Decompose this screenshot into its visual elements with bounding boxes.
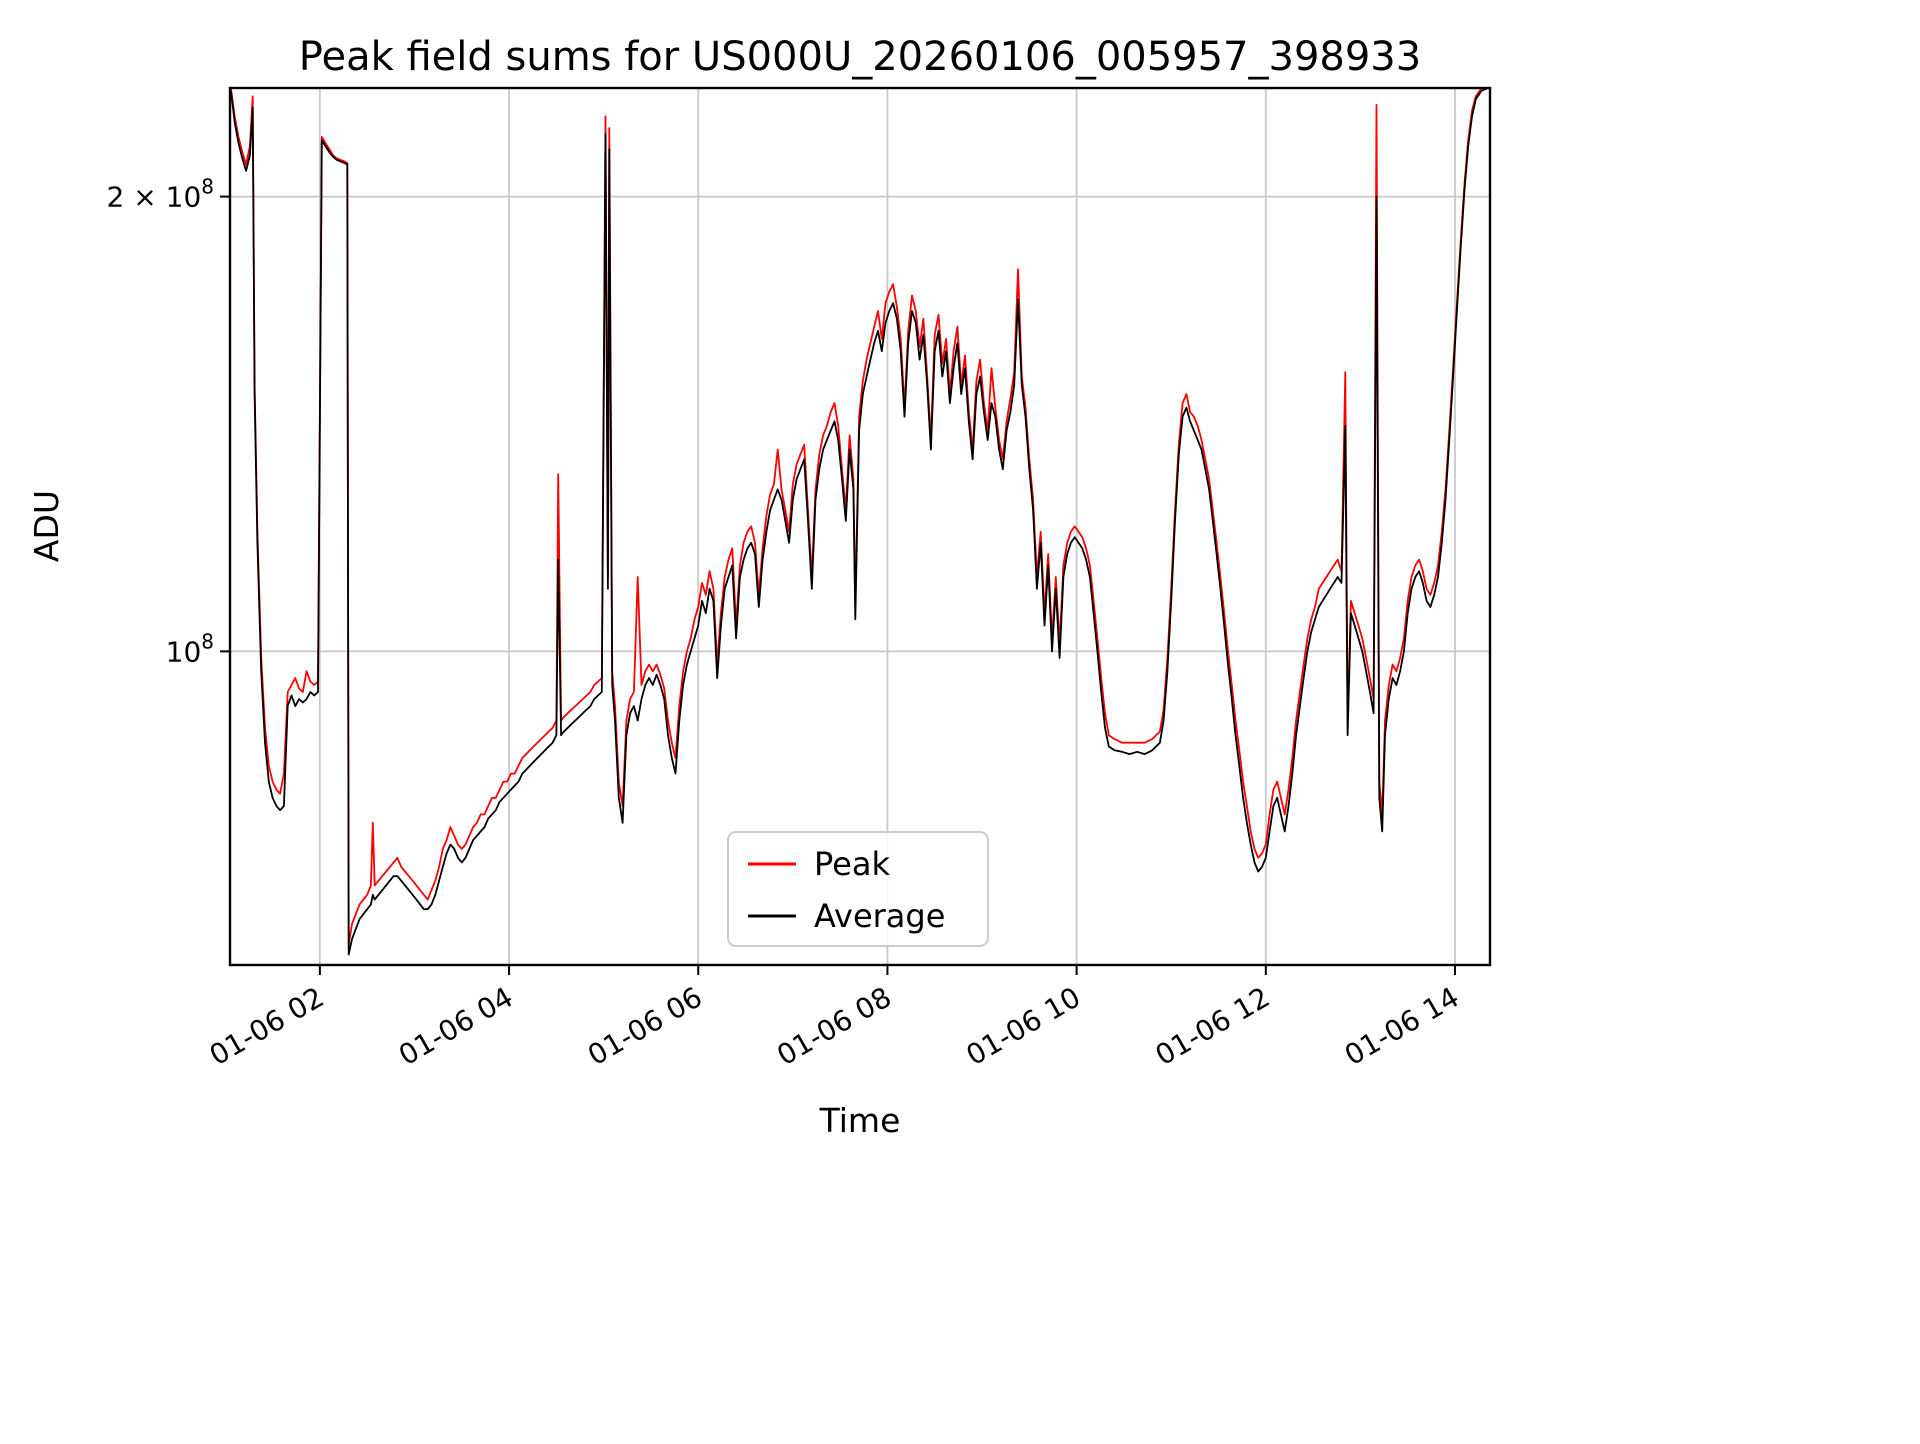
legend-label-average: Average [814,897,945,935]
x-axis-label: Time [819,1101,901,1140]
x-tick-label: 01-06 10 [961,980,1087,1072]
x-tick-label: 01-06 08 [771,980,897,1072]
x-tick-label: 01-06 02 [204,980,330,1072]
y-tick-label: 108 [166,629,214,668]
legend: Peak Average [727,831,989,947]
x-tick-label: 01-06 06 [582,980,708,1072]
chart-title: Peak field sums for US000U_20260106_0059… [299,34,1421,80]
x-tick-label: 01-06 12 [1150,980,1276,1072]
x-tick-label: 01-06 04 [393,980,519,1072]
legend-label-peak: Peak [814,845,890,883]
x-tick-label: 01-06 14 [1339,980,1465,1072]
y-tick-label: 2 × 108 [107,175,214,214]
axes-border [228,86,1492,967]
y-axis-label: ADU [27,490,66,562]
series-layer [230,88,1489,956]
average-line [230,88,1489,956]
grid-layer [230,88,1490,965]
peak-line [230,88,1484,946]
